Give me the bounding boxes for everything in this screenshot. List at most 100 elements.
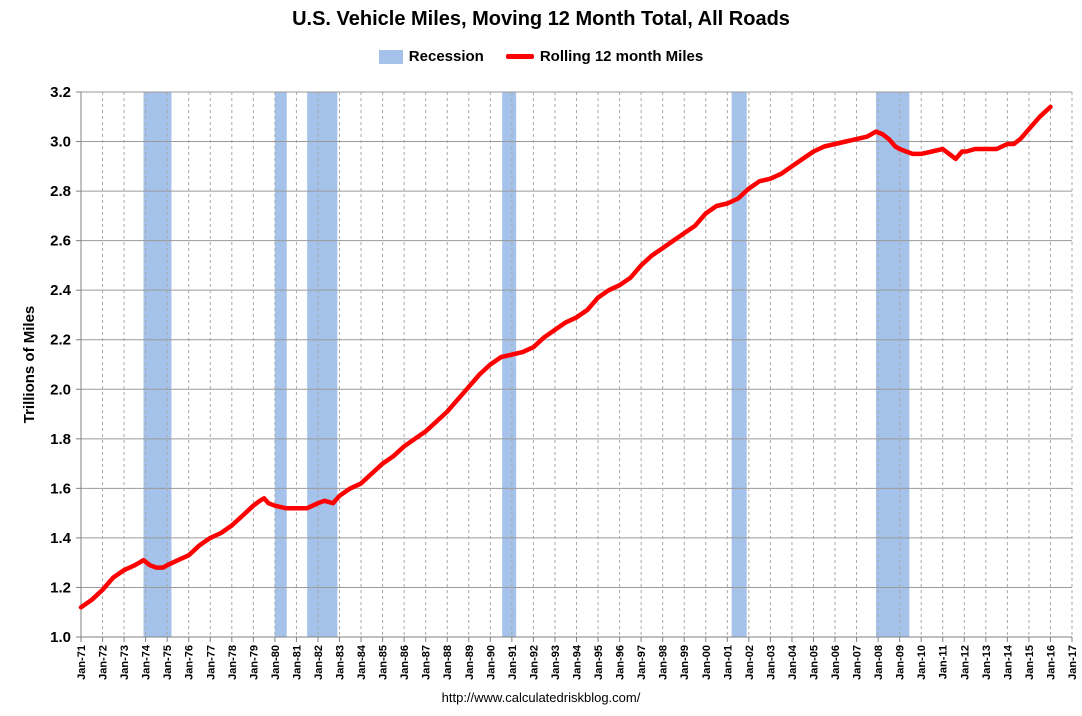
data-point: [148, 563, 152, 567]
x-tick-label: Jan-13: [981, 645, 993, 680]
data-point: [1027, 127, 1031, 131]
data-point: [316, 502, 320, 505]
legend-item-recession: Recession: [378, 48, 484, 65]
data-point: [1019, 137, 1022, 141]
data-point: [881, 132, 884, 136]
y-tick-label: 1.0: [50, 629, 71, 646]
x-tick-label: Jan-77: [205, 645, 217, 680]
data-point: [267, 502, 270, 505]
grid-lines: [81, 91, 1073, 637]
data-point: [639, 264, 643, 267]
data-point: [101, 588, 104, 592]
recession-band-1: [274, 92, 287, 637]
data-point: [499, 355, 503, 359]
data-point: [402, 445, 406, 448]
x-tick-label: Jan-83: [335, 645, 347, 680]
tick-labels: 1.0 1.2 1.4 1.6 1.8 2.0 2.2 2.4 2.6 2.8 3.0 3.2 Jan-…: [21, 84, 1079, 680]
data-point: [575, 316, 578, 319]
data-point: [672, 239, 675, 242]
data-point: [564, 321, 567, 324]
data-point: [941, 147, 944, 151]
x-tick-label: Jan-73: [119, 645, 131, 680]
data-point: [1038, 115, 1041, 118]
data-point: [155, 566, 158, 569]
data-point: [241, 514, 244, 517]
x-tick-label: Jan-14: [1002, 644, 1014, 680]
data-point: [176, 559, 180, 562]
legend-label-miles: Rolling 12 month Miles: [539, 48, 704, 65]
x-tick-label: Jan-80: [270, 645, 282, 680]
data-point: [230, 524, 234, 527]
x-tick-label: Jan-00: [701, 645, 713, 680]
data-point: [262, 497, 266, 500]
x-tick-label: Jan-17: [1067, 645, 1079, 680]
x-tick-label: Jan-92: [528, 645, 540, 680]
data-point: [586, 308, 589, 312]
x-tick-label: Jan-78: [227, 645, 239, 680]
data-point: [198, 544, 201, 547]
data-point: [629, 276, 632, 279]
data-point: [323, 499, 326, 502]
x-tick-label: Jan-12: [959, 645, 971, 680]
data-point: [489, 363, 492, 366]
data-point: [112, 576, 115, 579]
y-tick-label: 2.6: [50, 233, 71, 250]
data-point: [456, 397, 460, 401]
x-tick-label: Jan-93: [550, 645, 562, 680]
data-point: [331, 502, 335, 505]
data-point: [161, 566, 165, 569]
data-point: [758, 179, 761, 183]
x-tick-label: Jan-74: [141, 644, 153, 680]
x-tick-label: Jan-86: [399, 645, 411, 680]
x-tick-label: Jan-03: [765, 645, 777, 680]
recession-band-3: [502, 92, 517, 637]
data-point: [392, 454, 395, 458]
x-tick-label: Jan-96: [615, 645, 627, 680]
data-point: [693, 224, 697, 227]
data-point: [467, 385, 470, 388]
data-point: [844, 140, 847, 143]
data-point: [984, 147, 988, 151]
y-tick-label: 1.6: [50, 480, 71, 497]
recession-band-4: [731, 92, 747, 637]
legend-swatch-recession: [378, 49, 403, 64]
data-point: [954, 157, 957, 161]
data-point: [904, 150, 908, 153]
data-point: [866, 135, 869, 138]
data-point: [887, 137, 891, 141]
x-tick-label: Jan-82: [313, 645, 325, 680]
x-tick-label: Jan-15: [1024, 645, 1036, 680]
data-point: [295, 506, 298, 510]
x-tick-label: Jan-09: [895, 645, 907, 680]
x-tick-label: Jan-02: [744, 645, 756, 680]
legend: Recession Rolling 12 month Miles: [0, 48, 1082, 65]
data-point: [874, 130, 878, 133]
data-point: [142, 559, 145, 562]
data-point: [273, 504, 277, 507]
recession-band-2: [307, 92, 338, 637]
data-point: [823, 145, 826, 148]
y-tick-label: 1.4: [50, 530, 72, 547]
data-point: [973, 147, 977, 151]
data-point: [965, 150, 968, 153]
data-point: [553, 328, 557, 332]
x-tick-label: Jan-85: [378, 645, 390, 680]
data-point: [704, 212, 707, 215]
x-tick-label: Jan-98: [658, 645, 670, 680]
data-point: [790, 165, 794, 168]
chart-title: U.S. Vehicle Miles, Moving 12 Month Tota…: [292, 8, 790, 30]
x-tick-label: Jan-10: [916, 645, 928, 680]
data-point: [898, 147, 901, 151]
data-point: [1012, 142, 1016, 146]
x-tick-label: Jan-88: [442, 645, 454, 680]
data-point: [779, 172, 783, 175]
data-point: [424, 430, 427, 433]
x-tick-label: Jan-79: [248, 645, 260, 680]
data-point: [187, 554, 190, 557]
y-axis-title: Trillions of Miles: [21, 306, 38, 424]
data-point: [209, 536, 212, 540]
axes: [76, 91, 1073, 642]
x-tick-label: Jan-07: [852, 645, 864, 680]
data-point: [349, 487, 352, 490]
recession-band-5: [875, 92, 910, 637]
